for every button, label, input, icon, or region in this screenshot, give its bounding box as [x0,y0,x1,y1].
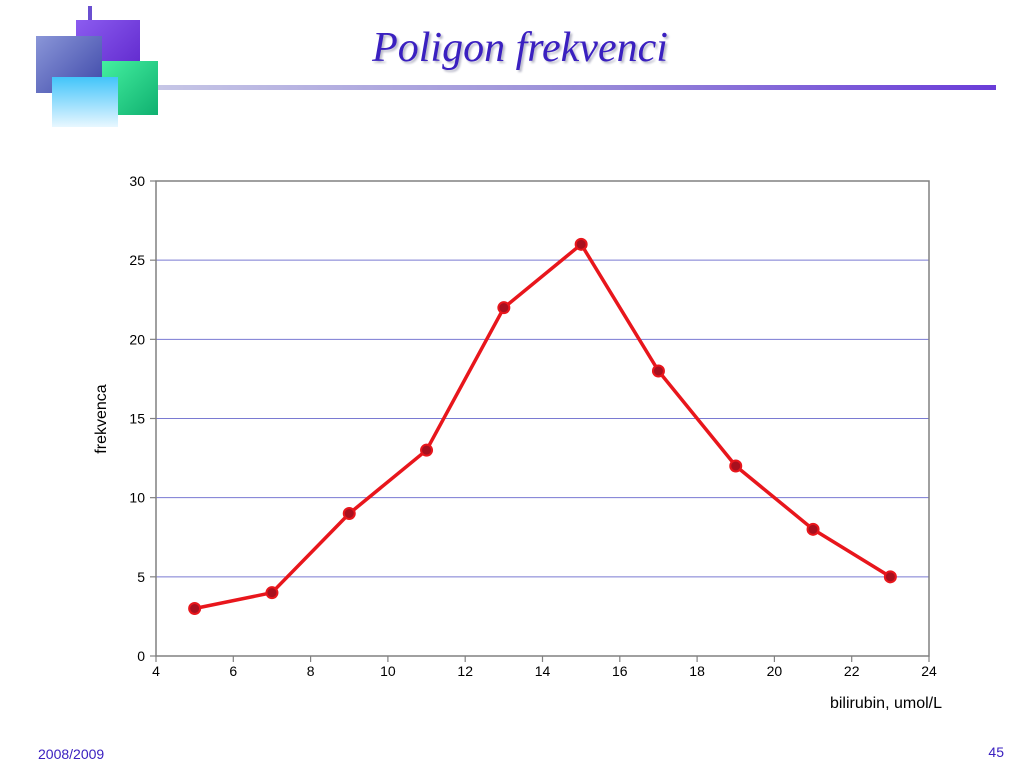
x-axis-label: bilirubin, umol/L [830,695,942,712]
x-tick-label: 8 [307,663,315,679]
x-tick-label: 14 [535,663,551,679]
data-point [883,570,897,584]
x-tick-label: 12 [457,663,473,679]
series [188,237,897,615]
y-axis: 0 5 10 15 20 25 30 [129,173,156,664]
x-axis: 4 6 8 10 12 14 16 18 20 22 24 [152,656,937,679]
y-tick-label: 25 [129,252,145,268]
y-tick-label: 0 [137,648,145,664]
data-point [651,364,665,378]
y-tick-label: 5 [137,569,145,585]
page-title: Poligon frekvenci [372,25,668,71]
footer-year: 2008/2009 [38,746,105,762]
x-tick-label: 4 [152,663,160,679]
y-tick-label: 30 [129,173,145,189]
x-tick-label: 24 [921,663,937,679]
x-tick-label: 16 [612,663,628,679]
x-tick-label: 22 [844,663,860,679]
y-tick-label: 15 [129,411,145,427]
y-axis-label: frekvenca [93,384,110,453]
x-tick-label: 20 [767,663,783,679]
x-tick-label: 6 [229,663,237,679]
y-tick-label: 20 [129,331,145,347]
series-line [194,242,892,611]
data-point [497,301,511,315]
data-point [806,522,820,536]
data-point [729,459,743,473]
grid-lines [156,259,929,578]
data-point [265,586,279,600]
data-point [574,237,588,251]
page-number: 45 [988,744,1004,760]
x-tick-label: 10 [380,663,396,679]
title-rule [158,85,996,90]
data-point [420,443,434,457]
y-tick-label: 10 [129,490,145,506]
x-tick-label: 18 [689,663,705,679]
data-point [342,507,356,520]
decor-square-cyan [52,77,118,127]
data-point [188,602,202,615]
